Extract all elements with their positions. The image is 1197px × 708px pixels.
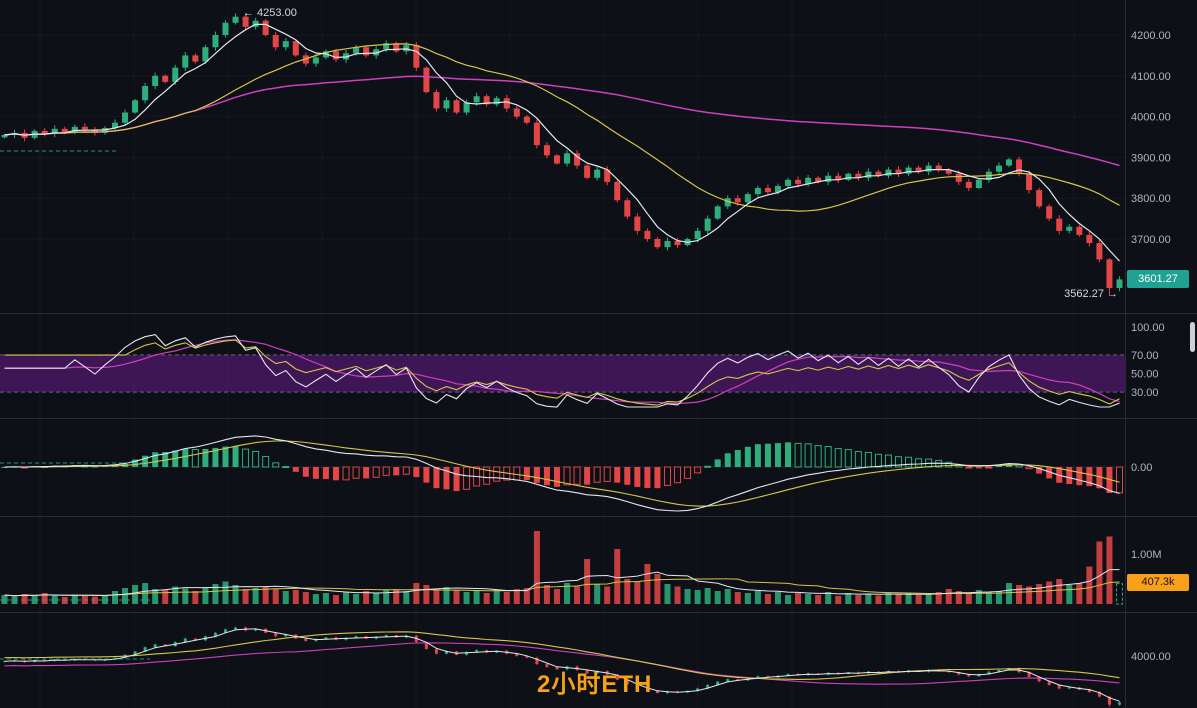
axis-tick: 4000.00 xyxy=(1131,651,1171,663)
axis-tick: 50.00 xyxy=(1131,369,1159,381)
rsi-pane xyxy=(0,333,1125,408)
indicator-warmup-dashes xyxy=(0,150,150,660)
axis-tick: 100.00 xyxy=(1131,322,1165,334)
mini-pane xyxy=(3,626,1121,707)
axis-tick: 3900.00 xyxy=(1131,152,1171,164)
main-candles xyxy=(1,13,1123,296)
main-ma-lines xyxy=(4,23,1120,262)
grid xyxy=(0,466,1125,468)
axis-tick: 3700.00 xyxy=(1131,234,1171,246)
macd-histogram xyxy=(1,435,1123,512)
volume-bars xyxy=(1,531,1123,605)
axis-tick: 1.00M xyxy=(1131,549,1162,561)
axis-tick: 0.00 xyxy=(1131,462,1152,474)
axis-tick: 4200.00 xyxy=(1131,30,1171,42)
price-axis[interactable]: 4200.00 4100.00 4000.00 3900.00 3800.00 3700.… xyxy=(1131,30,1171,663)
axis-tick: 4100.00 xyxy=(1131,71,1171,83)
axis-tick: 4000.00 xyxy=(1131,112,1171,124)
axis-tick: 30.00 xyxy=(1131,387,1159,399)
axis-tick: 3800.00 xyxy=(1131,193,1171,205)
axis-tick: 70.00 xyxy=(1131,350,1159,362)
